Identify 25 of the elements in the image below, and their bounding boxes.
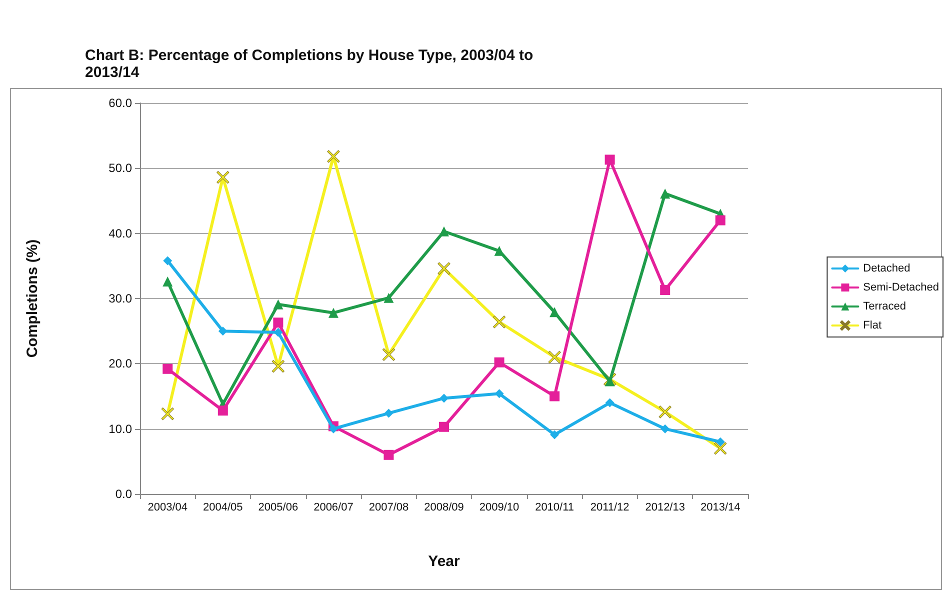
y-tick-label: 0.0 [115,487,132,501]
x-tick-label: 2009/10 [479,502,520,514]
x-tick-label: 2004/05 [203,502,243,514]
y-tick-label: 60.0 [108,96,132,110]
y-tick-label: 20.0 [108,356,132,371]
y-tick-label: 30.0 [108,292,132,306]
y-tick-label: 40.0 [108,226,132,240]
x-tick-label: 2011/12 [590,502,630,514]
legend-label: Detached [863,262,910,274]
x-tick-label: 2005/06 [258,502,298,514]
x-tick-label: 2006/07 [314,502,354,514]
x-tick-label: 2008/09 [424,502,464,514]
x-tick-label: 2010/11 [535,502,574,514]
x-tick-label: 2003/04 [148,502,188,514]
x-tick-label: 2007/08 [368,502,409,514]
x-tick-label: 2012/13 [645,502,685,514]
legend-label: Flat [863,320,882,332]
legend-label: Terraced [863,300,906,312]
y-tick-label: 50.0 [108,161,132,176]
y-tick-label: 10.0 [108,422,132,436]
legend-label: Semi-Detached [863,282,940,294]
x-axis-title: Year [428,553,460,570]
y-axis-title: Completions (%) [24,239,41,358]
x-tick-label: 2013/14 [700,502,740,514]
chart-title: Chart B: Percentage of Completions by House Type, 2003/04 to 2013/14 [85,47,538,81]
